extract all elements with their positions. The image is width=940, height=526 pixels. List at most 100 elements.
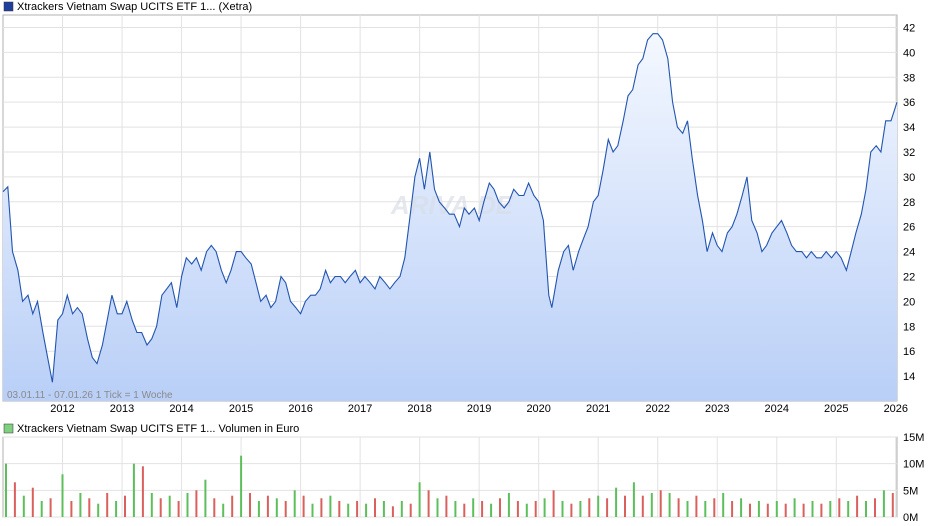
- volume-bar: [400, 501, 403, 517]
- volume-bar: [588, 498, 591, 517]
- volume-bar: [213, 498, 216, 517]
- volume-bar: [409, 503, 412, 517]
- volume-bar: [704, 501, 707, 517]
- volume-bar: [31, 487, 34, 517]
- price-y-tick-label: 28: [903, 197, 915, 209]
- price-x-tick-label: 2012: [50, 403, 74, 415]
- volume-legend-swatch: [3, 423, 14, 434]
- volume-bar: [481, 501, 484, 517]
- volume-bar: [329, 495, 332, 517]
- volume-bar: [222, 503, 225, 517]
- price-y-tick-label: 36: [903, 97, 915, 109]
- price-y-tick-label: 20: [903, 296, 915, 308]
- volume-bar: [507, 493, 510, 517]
- volume-bar: [347, 503, 350, 517]
- volume-bar: [757, 501, 760, 517]
- price-y-tick-label: 26: [903, 222, 915, 234]
- volume-bar: [195, 490, 198, 517]
- volume-bar: [141, 466, 144, 517]
- volume-bar: [275, 498, 278, 517]
- volume-bar: [829, 501, 832, 517]
- volume-bar: [284, 501, 287, 517]
- volume-bar: [186, 493, 189, 517]
- volume-bar: [159, 498, 162, 517]
- price-legend-swatch: [3, 1, 14, 12]
- volume-bar: [516, 501, 519, 517]
- price-y-tick-label: 38: [903, 72, 915, 84]
- volume-y-tick-label: 10M: [903, 459, 924, 471]
- volume-bar: [302, 495, 305, 517]
- volume-bar: [686, 501, 689, 517]
- volume-bar: [231, 495, 234, 517]
- volume-bar: [615, 487, 618, 517]
- price-x-tick-label: 2015: [229, 403, 253, 415]
- price-x-tick-label: 2024: [765, 403, 789, 415]
- volume-bar: [534, 501, 537, 517]
- volume-bar: [731, 501, 734, 517]
- volume-bar: [257, 501, 260, 517]
- volume-bar: [668, 493, 671, 517]
- volume-bar: [124, 495, 126, 517]
- volume-bar: [641, 495, 644, 517]
- volume-bar: [570, 503, 573, 517]
- volume-bar: [266, 495, 269, 517]
- volume-bar: [88, 498, 91, 517]
- price-x-tick-label: 2021: [586, 403, 610, 415]
- volume-y-axis: 0M 5M 10M 15M: [903, 432, 924, 524]
- volume-bar: [543, 498, 546, 517]
- price-x-axis: 2012 2013 2014 2015 2016 2017 2018 2019 2020 2021…: [50, 403, 908, 415]
- volume-bar: [659, 490, 662, 517]
- volume-bar: [132, 463, 135, 517]
- volume-bar: [382, 501, 385, 517]
- volume-bar: [427, 490, 430, 517]
- volume-y-tick-label: 0M: [903, 512, 918, 524]
- volume-bar: [632, 482, 635, 517]
- volume-bar: [766, 503, 769, 517]
- volume-bar: [579, 501, 582, 517]
- volume-bar: [445, 495, 448, 517]
- volume-panel: [2, 436, 898, 518]
- volume-bar: [249, 493, 251, 517]
- volume-bar: [365, 503, 368, 517]
- price-x-tick-label: 2016: [288, 403, 312, 415]
- volume-bar: [865, 501, 867, 517]
- volume-bar: [606, 498, 609, 517]
- price-x-tick-label: 2022: [645, 403, 669, 415]
- volume-bar: [22, 495, 25, 517]
- volume-bar: [695, 495, 698, 517]
- price-y-tick-label: 24: [903, 247, 915, 259]
- price-y-tick-label: 18: [903, 321, 915, 333]
- volume-bar: [811, 501, 814, 517]
- volume-bar: [13, 482, 16, 517]
- volume-bar: [454, 501, 457, 517]
- volume-bar: [802, 503, 805, 517]
- volume-bar: [240, 455, 243, 517]
- volume-bar: [391, 506, 394, 517]
- price-legend-label: Xtrackers Vietnam Swap UCITS ETF 1... (X…: [17, 1, 252, 13]
- volume-bar: [838, 498, 841, 517]
- volume-bar: [784, 503, 787, 517]
- price-x-tick-label: 2020: [526, 403, 550, 415]
- price-x-tick-label: 2026: [884, 403, 908, 415]
- volume-bar: [463, 503, 466, 517]
- price-area: [3, 33, 897, 401]
- volume-bar: [49, 498, 52, 517]
- volume-bar: [882, 490, 885, 517]
- price-y-tick-label: 40: [903, 47, 915, 59]
- price-x-tick-label: 2014: [169, 403, 193, 415]
- price-y-tick-label: 32: [903, 147, 915, 159]
- watermark: ARIVA.DE: [390, 190, 514, 220]
- price-y-tick-label: 42: [903, 22, 915, 34]
- volume-bar: [891, 493, 894, 517]
- volume-legend-label: Xtrackers Vietnam Swap UCITS ETF 1... Vo…: [17, 423, 299, 435]
- volume-bar: [5, 463, 7, 517]
- volume-bar: [40, 501, 43, 517]
- price-y-tick-label: 16: [903, 346, 915, 358]
- volume-bar: [418, 482, 421, 517]
- volume-bar: [293, 490, 296, 517]
- volume-bar: [856, 495, 859, 517]
- price-x-tick-label: 2013: [110, 403, 134, 415]
- volume-bar: [115, 501, 118, 517]
- volume-bar: [61, 474, 64, 517]
- volume-bar: [150, 493, 153, 517]
